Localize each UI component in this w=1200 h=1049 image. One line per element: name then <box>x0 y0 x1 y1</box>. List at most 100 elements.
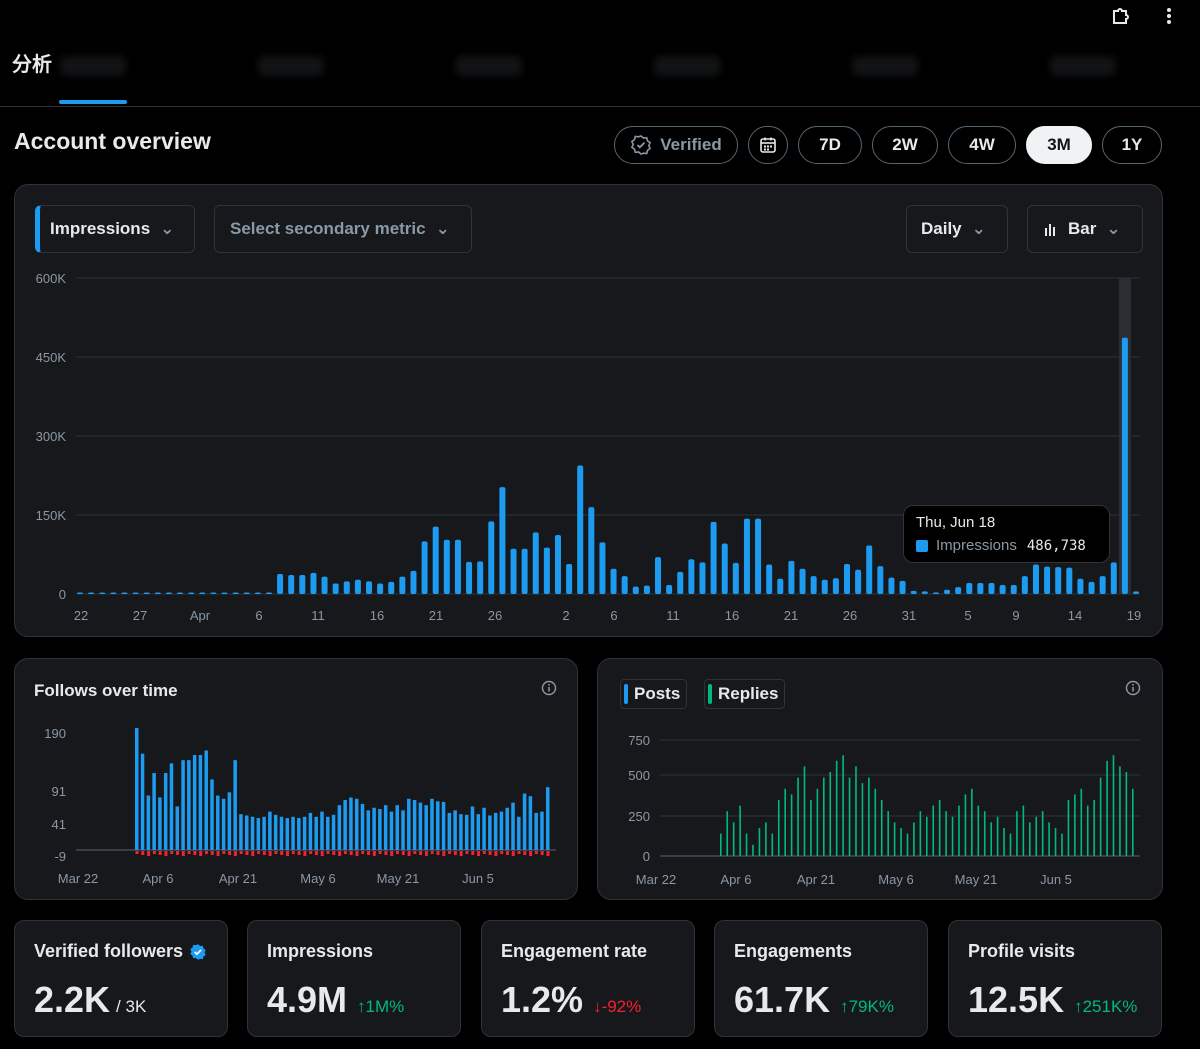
impressions-bar <box>988 582 995 594</box>
unfollows-bar <box>529 851 533 856</box>
x-tick-label: 27 <box>133 608 147 623</box>
chevron-down-icon: ⌄ <box>1106 219 1121 238</box>
replies-bar <box>797 777 799 856</box>
verified-filter-button[interactable]: Verified <box>614 126 738 164</box>
posts-swatch <box>624 684 628 704</box>
impressions-bar <box>866 545 873 594</box>
follows-bar <box>505 807 509 850</box>
stat-value: 12.5K <box>968 979 1065 1020</box>
stat-card-verified-followers[interactable]: Verified followers 2.2K / 3K <box>14 920 228 1037</box>
impressions-bar <box>177 592 184 594</box>
unfollows-bar <box>343 851 347 854</box>
replies-bar <box>1061 833 1063 856</box>
replies-bar <box>913 822 915 856</box>
primary-metric-label: Impressions <box>50 219 151 238</box>
stat-card-profile-visits[interactable]: Profile visits 12.5K ↑251K% <box>948 920 1162 1037</box>
nav-tab-blurred[interactable] <box>654 56 720 76</box>
impressions-bar <box>799 568 806 594</box>
nav-tab-blurred[interactable] <box>852 56 918 76</box>
unfollows-bar <box>147 851 151 856</box>
impressions-bar <box>1021 576 1028 594</box>
follows-bar <box>522 793 527 850</box>
follows-bar <box>540 811 544 850</box>
follows-bar <box>412 800 417 850</box>
impressions-bar <box>944 589 951 594</box>
unfollows-bar <box>367 851 371 855</box>
stat-sub: / 3K <box>116 997 147 1016</box>
follows-bar <box>343 800 347 850</box>
replies-bar <box>1099 777 1102 856</box>
follows-bar <box>441 801 446 850</box>
unfollows-bar <box>332 851 336 855</box>
unfollows-bar <box>239 851 243 854</box>
stat-change-up: ↑79K% <box>840 997 894 1016</box>
follows-bar <box>354 798 359 850</box>
impressions-bar <box>543 547 550 594</box>
range-2w-button[interactable]: 2W <box>872 126 938 164</box>
legend-replies[interactable]: Replies <box>704 679 786 709</box>
calendar-button[interactable] <box>748 126 788 164</box>
section-title: Account overview <box>14 128 211 154</box>
unfollows-bar <box>216 851 220 856</box>
replies-bar <box>1080 788 1083 856</box>
stat-value: 61.7K <box>734 979 831 1020</box>
impressions-bar <box>199 592 206 594</box>
primary-metric-dropdown[interactable]: Impressions ⌄ <box>35 205 195 253</box>
impressions-bar <box>755 518 762 594</box>
impressions-bar <box>443 539 450 594</box>
unfollows-bar <box>540 851 544 855</box>
unfollows-bar <box>395 851 399 854</box>
impressions-bar <box>632 586 639 594</box>
follows-bar <box>268 811 272 850</box>
info-icon[interactable] <box>541 680 557 696</box>
follows-bar-chart[interactable]: 190 91 41 -9 Mar 22 Apr 6 Apr 21 May 6 May 21 Jun… <box>0 0 600 900</box>
stat-card-impressions[interactable]: Impressions 4.9M ↑1M% <box>247 920 461 1037</box>
replies-bar <box>1016 811 1018 856</box>
unfollows-bar <box>436 851 440 855</box>
follows-bar <box>447 812 452 850</box>
unfollows-bar <box>372 851 376 856</box>
info-icon[interactable] <box>1125 680 1141 696</box>
replies-bar <box>900 828 902 856</box>
replies-bar <box>874 788 877 856</box>
follows-bar <box>216 795 220 850</box>
follows-bar <box>453 810 457 850</box>
range-1y-button[interactable]: 1Y <box>1102 126 1162 164</box>
impressions-bar <box>310 572 317 594</box>
replies-bar <box>893 822 896 856</box>
follows-bar <box>407 798 411 850</box>
extension-icon[interactable] <box>1109 4 1133 28</box>
replies-bar <box>1093 800 1095 856</box>
nav-tab-blurred[interactable] <box>60 56 126 76</box>
unfollows-bar <box>546 851 550 856</box>
chart-type-dropdown[interactable]: Bar ⌄ <box>1027 205 1143 253</box>
replies-bar <box>958 805 960 856</box>
stat-card-engagements[interactable]: Engagements 61.7K ↑79K% <box>714 920 928 1037</box>
page-title: 分析 <box>12 52 52 76</box>
secondary-metric-dropdown[interactable]: Select secondary metric ⌄ <box>214 205 472 253</box>
y-tick-label: 500 <box>628 768 650 783</box>
x-tick-label: Apr 6 <box>720 872 751 887</box>
x-tick-label: 9 <box>1012 608 1019 623</box>
nav-tab-blurred[interactable] <box>456 56 522 76</box>
range-4w-button[interactable]: 4W <box>948 126 1016 164</box>
follows-bar <box>337 805 342 850</box>
legend-posts[interactable]: Posts <box>620 679 688 709</box>
x-tick-label: May 6 <box>300 871 335 886</box>
range-3m-button[interactable]: 3M <box>1026 126 1092 164</box>
nav-tab-blurred[interactable] <box>258 56 324 76</box>
interval-dropdown[interactable]: Daily ⌄ <box>906 205 1008 253</box>
stat-change-up: ↑1M% <box>357 997 405 1016</box>
follows-bar <box>499 811 504 850</box>
unfollows-bar <box>170 851 174 854</box>
replies-bar <box>951 816 954 856</box>
replies-bar <box>1074 794 1076 856</box>
tooltip-series-name: Impressions <box>936 537 1017 554</box>
stat-card-engagement-rate[interactable]: Engagement rate 1.2% ↓-92% <box>481 920 695 1037</box>
more-options-icon[interactable] <box>1157 4 1181 28</box>
range-7d-button[interactable]: 7D <box>798 126 862 164</box>
nav-tab-blurred[interactable] <box>1050 56 1116 76</box>
